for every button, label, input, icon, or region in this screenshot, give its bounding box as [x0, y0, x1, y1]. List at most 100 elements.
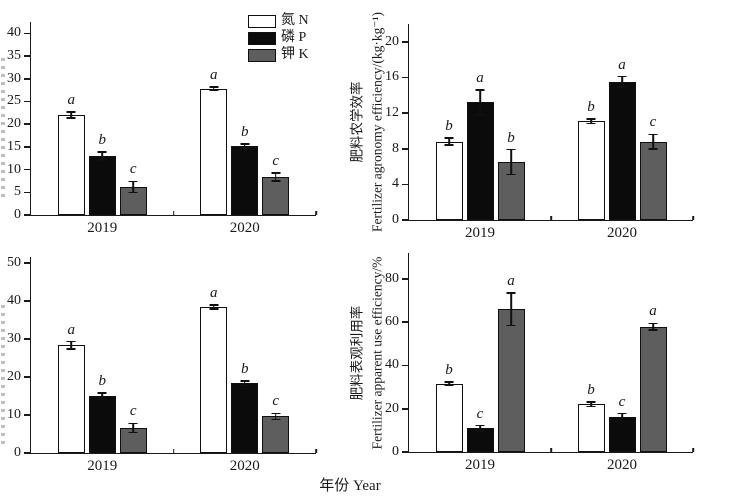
significance-letter: b — [507, 129, 515, 146]
error-bar-cap — [209, 86, 219, 88]
error-bar-cap — [209, 304, 219, 306]
x-tick — [172, 211, 175, 215]
bar-group-2020: a b c — [174, 257, 317, 453]
error-bar — [621, 76, 623, 88]
error-bar-cap — [444, 137, 454, 139]
error-bar-cap — [648, 133, 658, 136]
significance-letter: a — [618, 56, 626, 73]
error-bar-cap — [240, 380, 250, 382]
x-category-label: 2020 — [607, 225, 637, 241]
significance-letter: b — [98, 131, 107, 148]
y-tick-label: 8 — [392, 140, 399, 156]
legend: 氮 N 磷 P 钾 K — [248, 14, 309, 62]
y-tick-label: 30 — [7, 330, 21, 346]
bar-wrap: c — [639, 24, 667, 220]
bar-group-2019: b a b — [409, 24, 551, 220]
error-bar — [70, 341, 73, 350]
y-axis-title-en: Fertilizer agronomy efficiency/(kg·kg⁻¹) — [369, 11, 384, 233]
y-tick: 60 — [385, 315, 409, 329]
error-bar-cap — [97, 159, 107, 161]
y-tick: 10 — [7, 407, 31, 421]
error-bar-cap — [444, 144, 454, 146]
bar-wrap: a — [639, 253, 667, 452]
y-tick: 0 — [14, 446, 31, 460]
bar-氮 N-2020 — [200, 88, 228, 215]
y-tick-label: 5 — [14, 184, 21, 200]
bar-氮 N-2019 — [57, 345, 85, 453]
error-bar — [448, 382, 450, 386]
error-bar-cap — [97, 398, 107, 400]
bar-wrap: b — [497, 24, 525, 220]
y-tick: 40 — [385, 358, 409, 372]
significance-letter: c — [272, 393, 280, 410]
y-tick: 15 — [7, 139, 31, 153]
cropped-y-axis-label — [1, 305, 5, 447]
error-bar — [590, 402, 592, 407]
y-tick-label: 20 — [7, 116, 21, 132]
y-tick: 16 — [385, 70, 409, 84]
bar-wrap: a — [57, 22, 85, 215]
error-bar-cap — [66, 111, 76, 113]
bar-磷 P-2020 — [608, 81, 636, 220]
bar-氮 N-2020 — [577, 404, 605, 452]
significance-letter: a — [476, 69, 484, 86]
bar-磷 P-2019 — [466, 102, 494, 220]
error-bar-cap — [128, 431, 138, 434]
error-bar-cap — [617, 412, 627, 415]
bar-钾 K-2020 — [262, 176, 290, 215]
y-axis-title-en: Fertilizer apparent use efficiency/% — [369, 256, 384, 450]
error-bar — [448, 138, 450, 146]
x-category-label: 2020 — [229, 458, 260, 474]
y-tick-label: 35 — [7, 48, 21, 64]
plot-area-bottom-left: 0 10 20 30 40 50 a b c a b c 2019 2020 — [7, 255, 317, 474]
error-bar-cap — [240, 384, 250, 387]
y-tick-label: 25 — [7, 93, 21, 109]
significance-letter: a — [210, 66, 218, 83]
y-tick: 50 — [7, 255, 31, 269]
error-bar-cap — [506, 292, 516, 294]
plot-area-top-left: 0 5 10 15 20 25 30 35 40 a b c a b c 2019 2020 — [7, 22, 317, 236]
bar-wrap: b — [435, 253, 463, 452]
bar-氮 N-2020 — [577, 121, 605, 220]
legend-swatch — [248, 48, 276, 62]
y-tick: 40 — [7, 26, 31, 40]
error-bar-cap — [209, 89, 219, 92]
bar-wrap: c — [608, 253, 636, 452]
panel-bottom-right: 肥料表观利用率 Fertilizer apparent use efficien… — [340, 250, 750, 500]
bar-wrap: c — [262, 257, 290, 453]
y-tick-label: 10 — [7, 406, 21, 422]
error-bar — [101, 392, 104, 399]
bar-wrap: c — [466, 253, 494, 452]
error-bar-cap — [128, 191, 138, 194]
x-tick — [172, 449, 175, 453]
significance-letter: c — [649, 114, 657, 131]
x-category-labels: 2019 2020 — [31, 220, 316, 237]
bar-wrap: a — [200, 22, 228, 215]
y-tick-label: 40 — [7, 292, 21, 308]
error-bar — [621, 413, 623, 422]
bar-wrap: a — [466, 24, 494, 220]
significance-letter: c — [476, 405, 484, 422]
error-bar-cap — [209, 307, 219, 310]
error-bar-cap — [97, 151, 107, 153]
error-bar — [652, 134, 654, 149]
error-bar-cap — [271, 171, 281, 174]
bar-磷 P-2020 — [608, 417, 636, 452]
significance-letter: b — [241, 361, 249, 378]
bar-磷 P-2019 — [88, 395, 116, 453]
error-bar-cap — [475, 424, 485, 427]
bar-磷 P-2020 — [231, 383, 259, 453]
y-tick: 30 — [7, 71, 31, 85]
significance-letter: a — [649, 303, 657, 320]
bar-磷 P-2019 — [466, 428, 494, 452]
error-bar — [479, 89, 481, 115]
x-category-labels: 2019 2020 — [31, 458, 316, 475]
y-tick-label: 0 — [14, 207, 21, 222]
legend-item: 氮 N — [248, 14, 309, 28]
y-axis-title-cn: 肥料农学效率 — [349, 81, 365, 163]
y-tick-label: 0 — [392, 212, 399, 227]
bar-磷 P-2019 — [88, 155, 116, 215]
bar-wrap: b — [88, 22, 116, 215]
error-bar — [274, 413, 277, 420]
